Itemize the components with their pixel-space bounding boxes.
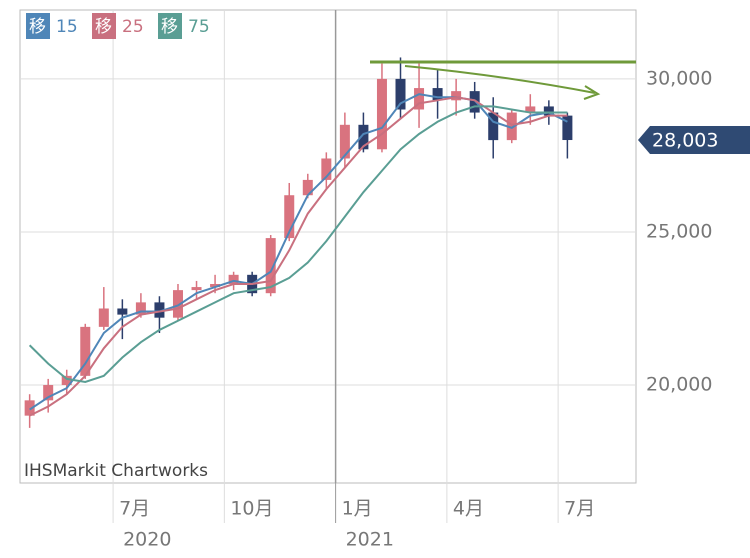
- candle-body: [469, 91, 480, 113]
- source: IHSMarkit Chartworks: [24, 461, 208, 481]
- y-tick-label: 20,000: [646, 374, 712, 396]
- marks: [24, 57, 573, 428]
- legend-period: 75: [188, 17, 210, 37]
- candle-body: [488, 112, 499, 141]
- candle-body: [376, 78, 387, 150]
- candle-body: [98, 308, 109, 327]
- candle-body: [506, 112, 517, 141]
- candle-body: [117, 308, 128, 315]
- legend-badge: [92, 13, 116, 39]
- x-tick-label: 7月: [564, 498, 595, 520]
- candle-body: [414, 88, 425, 110]
- moving-average: [28, 105, 568, 383]
- candle-body: [135, 302, 146, 315]
- candle-body: [339, 124, 350, 159]
- candle-body: [321, 158, 332, 180]
- legend-name: 移: [161, 17, 178, 37]
- candle-body: [191, 287, 202, 291]
- y-tick-label: 25,000: [646, 220, 712, 242]
- legend-period: 25: [122, 17, 144, 37]
- candle-body: [24, 400, 35, 416]
- legend-badge: [158, 13, 182, 39]
- candle-body: [210, 284, 221, 288]
- legend: 移 15 移 25 移 75: [26, 13, 210, 39]
- candle-body: [154, 302, 165, 318]
- candle-body: [302, 179, 313, 196]
- y-tick-label: 30,000: [646, 67, 712, 89]
- grid: [20, 10, 636, 483]
- price-tag-label: 28,003: [652, 130, 718, 152]
- year-label: 2020: [123, 529, 171, 551]
- candle-body: [358, 124, 369, 150]
- x-tick-label: 10月: [230, 498, 273, 520]
- trend-arrow: [404, 65, 596, 94]
- x-tick-label: 7月: [119, 498, 150, 520]
- candle-body: [562, 115, 573, 141]
- moving-average: [29, 96, 568, 417]
- candle-body: [172, 290, 183, 318]
- legend-name: 移: [95, 17, 112, 37]
- year-label: 2021: [346, 529, 394, 551]
- plot-frame: [19, 9, 637, 484]
- moving-average: [29, 93, 568, 411]
- candle-body: [543, 106, 554, 116]
- price-tag: [638, 126, 750, 155]
- x-tick-label: 1月: [342, 498, 373, 520]
- legend-period: 15: [56, 17, 78, 37]
- candle-body: [61, 375, 72, 386]
- candle-body: [451, 91, 462, 101]
- arrow-head: [583, 85, 601, 100]
- candle-body: [284, 195, 295, 239]
- legend-name: 移: [29, 17, 46, 37]
- candle-body: [395, 78, 406, 110]
- candle-body: [43, 385, 54, 401]
- candle-body: [228, 274, 239, 285]
- candle-body: [80, 326, 91, 376]
- candle-body: [432, 88, 443, 101]
- x-tick-label: 4月: [453, 498, 484, 520]
- candle-body: [525, 106, 536, 113]
- candle-body: [265, 238, 276, 294]
- legend-badge: [26, 13, 50, 39]
